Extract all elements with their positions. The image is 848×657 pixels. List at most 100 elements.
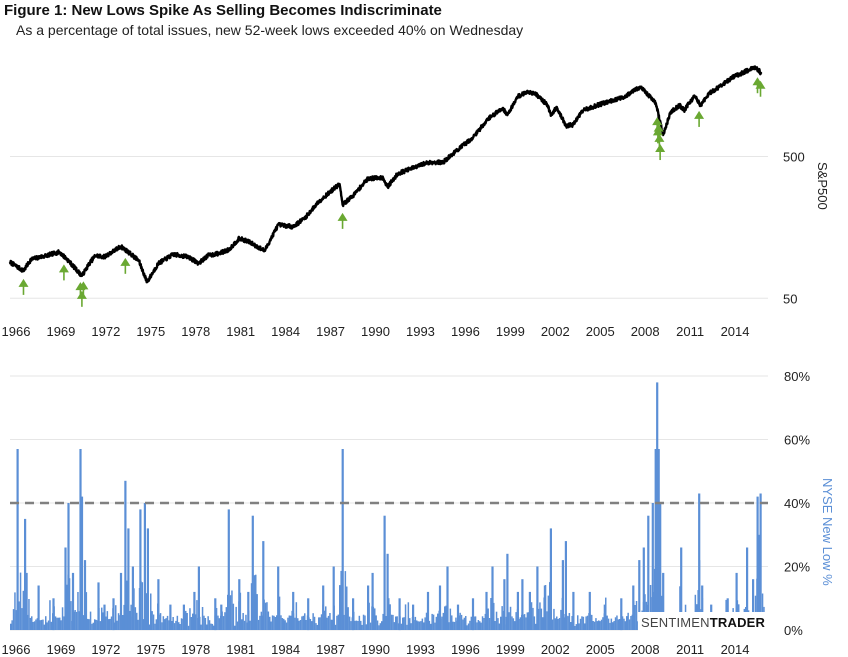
spike-bar <box>485 591 488 630</box>
bar <box>616 615 618 630</box>
bar <box>374 608 376 630</box>
bar <box>546 611 548 630</box>
bar <box>474 616 477 630</box>
bar <box>245 614 247 630</box>
bar <box>222 616 225 630</box>
bar <box>323 610 326 630</box>
bar <box>355 620 358 630</box>
bar <box>533 616 536 630</box>
bar <box>129 610 131 630</box>
signal-arrow <box>755 80 766 97</box>
bar <box>406 624 408 630</box>
spike-bar <box>756 496 759 630</box>
bar <box>70 601 72 630</box>
bar <box>390 614 393 630</box>
bar <box>122 615 124 630</box>
bar <box>203 615 205 630</box>
spike-bar <box>79 449 82 630</box>
bar <box>523 614 526 630</box>
watermark-text-light: SENTIMEN <box>641 615 710 630</box>
bar <box>179 624 181 630</box>
spike-bar <box>561 560 564 630</box>
bar <box>418 621 421 630</box>
signal-arrow-head <box>694 110 705 119</box>
bar <box>155 619 158 630</box>
bar <box>481 616 484 630</box>
bar <box>196 600 198 630</box>
bar <box>649 585 652 630</box>
bar <box>500 616 502 630</box>
watermark-text-bold: TRADER <box>710 615 766 630</box>
signal-arrow-head <box>655 144 666 153</box>
signal-arrow <box>78 281 89 298</box>
spike-bar <box>367 585 370 630</box>
bar <box>484 613 487 630</box>
bar <box>494 621 496 630</box>
bar <box>375 615 377 630</box>
bar <box>348 616 351 630</box>
bar <box>173 623 176 630</box>
spike-bar <box>701 585 704 630</box>
bar <box>59 617 61 630</box>
bar <box>285 622 288 630</box>
bar <box>297 618 299 630</box>
spike-bar <box>52 598 55 631</box>
bar <box>402 617 404 630</box>
bar <box>189 608 191 630</box>
signal-arrow <box>694 110 705 127</box>
bar <box>560 609 562 630</box>
bar <box>623 618 625 630</box>
signal-arrow-head <box>120 257 131 266</box>
spike-bar <box>238 579 241 630</box>
spike-bar <box>71 572 75 630</box>
bar <box>612 622 614 630</box>
bar <box>761 593 764 630</box>
bar <box>571 616 573 630</box>
signal-arrow-head <box>18 278 29 287</box>
bar <box>575 624 578 630</box>
bar <box>428 620 431 630</box>
bar <box>311 621 313 630</box>
bar <box>347 607 349 630</box>
bar <box>509 606 512 630</box>
spike-bar <box>516 591 519 630</box>
bottom-x-tick-label: 2014 <box>721 642 750 657</box>
bar <box>298 620 300 630</box>
page-title: Figure 1: New Lows Spike As Selling Beco… <box>4 2 442 19</box>
bar <box>151 611 153 630</box>
bar <box>77 592 79 630</box>
bar <box>274 617 277 630</box>
bar <box>490 598 492 630</box>
spike-bar <box>307 598 310 631</box>
bar <box>159 613 162 630</box>
bar <box>467 623 470 630</box>
bar <box>253 575 256 630</box>
bar <box>325 606 327 630</box>
bottom-x-tick-label: 1990 <box>361 642 390 657</box>
bar <box>106 611 109 630</box>
bar <box>287 617 289 630</box>
bar <box>164 619 166 630</box>
bar <box>595 618 597 630</box>
bottom-x-tick-label: 1981 <box>226 642 255 657</box>
signal-arrow-head <box>654 133 665 142</box>
bar <box>437 613 439 630</box>
bar <box>326 617 328 630</box>
bar <box>271 615 274 630</box>
bar <box>176 615 179 630</box>
bar <box>617 619 620 630</box>
page-subtitle: As a percentage of total issues, new 52-… <box>16 22 524 38</box>
bar <box>46 622 48 630</box>
spike-bar <box>124 480 127 630</box>
bar <box>266 602 268 630</box>
bar <box>410 623 412 630</box>
bar <box>621 616 624 630</box>
bar <box>586 615 589 630</box>
bar <box>180 618 183 630</box>
bar <box>591 614 593 630</box>
bar <box>210 623 212 630</box>
bottom-x-tick-label: 1972 <box>91 642 120 657</box>
spike-bar <box>656 382 659 630</box>
top-y-axis-label: S&P500 <box>815 162 830 210</box>
bar <box>99 621 102 630</box>
